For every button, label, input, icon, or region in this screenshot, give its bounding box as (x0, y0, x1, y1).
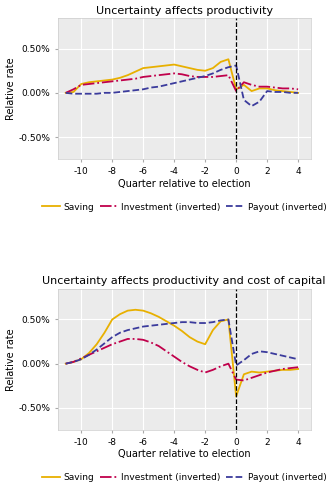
Legend: Saving, Investment (inverted), Payout (inverted): Saving, Investment (inverted), Payout (i… (38, 470, 330, 486)
Y-axis label: Relative rate: Relative rate (6, 328, 16, 390)
Y-axis label: Relative rate: Relative rate (6, 57, 16, 120)
X-axis label: Quarter relative to election: Quarter relative to election (118, 450, 250, 460)
Title: Uncertainty affects productivity and cost of capital: Uncertainty affects productivity and cos… (43, 276, 326, 286)
Legend: Saving, Investment (inverted), Payout (inverted): Saving, Investment (inverted), Payout (i… (38, 199, 330, 215)
Title: Uncertainty affects productivity: Uncertainty affects productivity (96, 6, 273, 16)
X-axis label: Quarter relative to election: Quarter relative to election (118, 178, 250, 188)
